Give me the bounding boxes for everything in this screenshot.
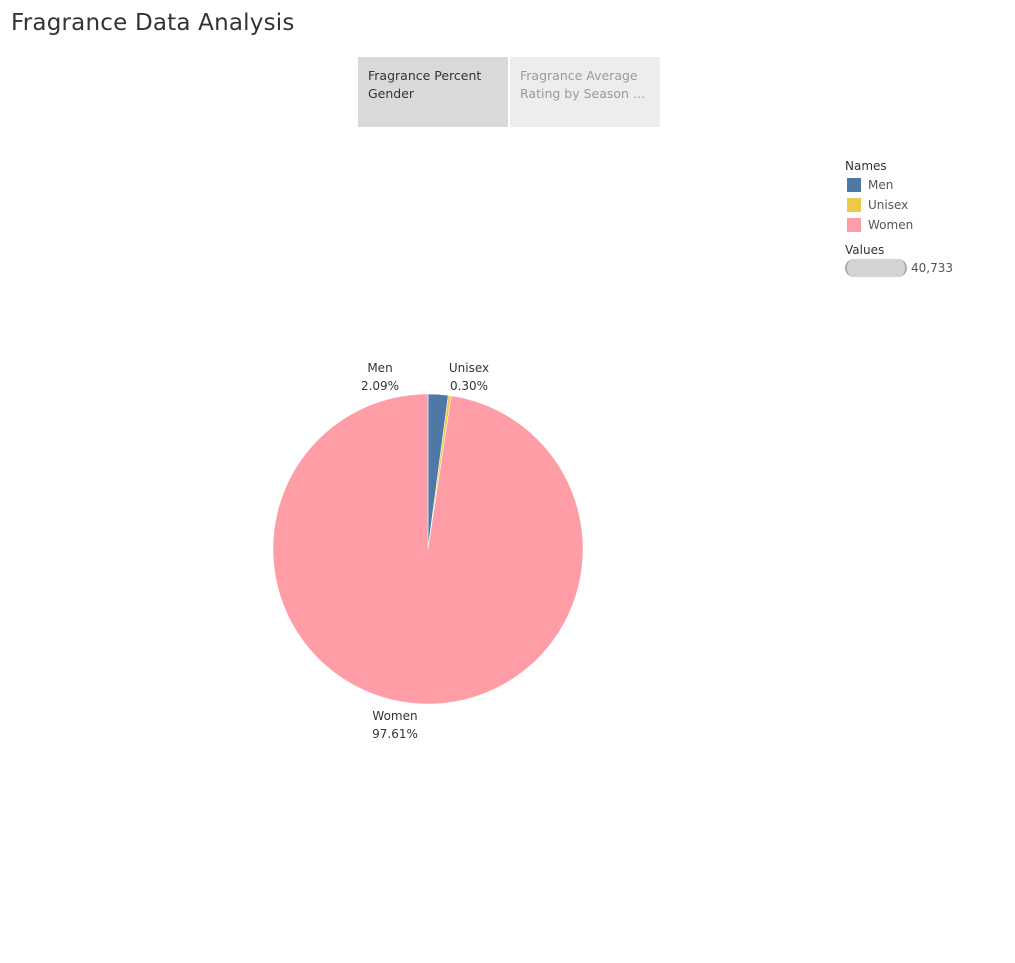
legend-swatch-unisex	[847, 198, 861, 212]
slice-label-women: Women	[372, 709, 417, 723]
size-legend-value: 40,733	[911, 261, 953, 275]
legend-label: Unisex	[868, 198, 909, 212]
chart-legend: Names Men Unisex Women Values 40,733	[845, 159, 953, 278]
size-legend-shape	[845, 259, 907, 277]
legend-label: Women	[868, 218, 914, 232]
slice-percent-men: 2.09%	[361, 379, 399, 393]
legend-names-title: Names	[845, 159, 887, 173]
slice-percent-women: 97.61%	[372, 727, 418, 741]
legend-swatch-women	[847, 218, 861, 232]
legend-item-women[interactable]: Women	[845, 215, 953, 235]
legend-swatch-men	[847, 178, 861, 192]
size-legend: 40,733	[845, 258, 953, 278]
legend-values-title: Values	[845, 243, 885, 257]
legend-item-men[interactable]: Men	[845, 175, 953, 195]
dashboard-tabs: Fragrance Percent Gender Fragrance Avera…	[358, 57, 660, 127]
page-title: Fragrance Data Analysis	[11, 10, 295, 36]
slice-label-unisex: Unisex	[449, 361, 489, 375]
legend-label: Men	[868, 178, 894, 192]
tab-fragrance-percent-gender[interactable]: Fragrance Percent Gender	[358, 57, 508, 127]
pie-slice-women[interactable]	[272, 393, 584, 705]
legend-item-unisex[interactable]: Unisex	[845, 195, 953, 215]
slice-label-men: Men	[367, 361, 392, 375]
slice-percent-unisex: 0.30%	[450, 379, 488, 393]
tab-fragrance-average-rating-by-season[interactable]: Fragrance Average Rating by Season (0 t.…	[510, 57, 660, 127]
